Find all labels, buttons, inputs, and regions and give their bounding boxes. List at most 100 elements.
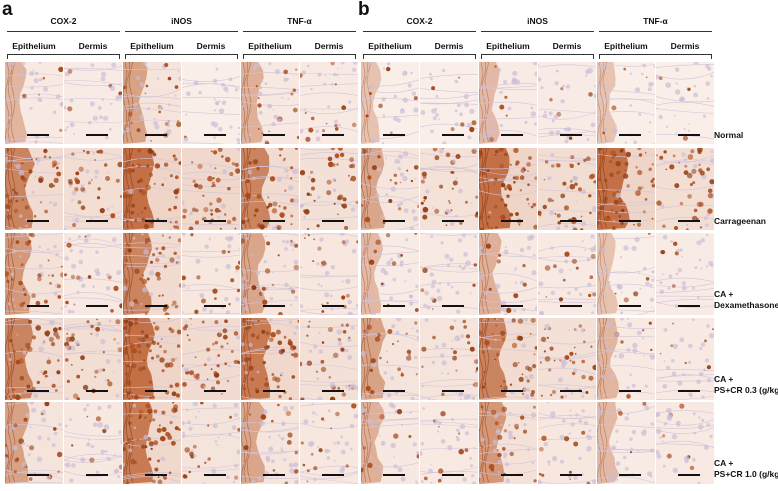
scale-bar bbox=[145, 134, 167, 136]
row-label-line: Carrageenan bbox=[714, 216, 766, 226]
micrograph-image bbox=[64, 233, 122, 315]
scale-bar bbox=[263, 390, 285, 392]
marker-underline bbox=[363, 31, 476, 33]
micrograph-image bbox=[5, 148, 63, 230]
scale-bar bbox=[383, 390, 405, 392]
micrograph-image bbox=[597, 62, 655, 144]
micrograph-tile bbox=[241, 62, 299, 144]
row-label: Normal bbox=[714, 130, 743, 141]
scale-bar bbox=[383, 305, 405, 307]
micrograph-image bbox=[656, 233, 714, 315]
micrograph-tile bbox=[241, 402, 299, 484]
micrograph-image bbox=[656, 148, 714, 230]
scale-bar bbox=[501, 474, 523, 476]
micrograph-tile bbox=[64, 318, 122, 400]
micrograph-image bbox=[538, 233, 596, 315]
micrograph-tile bbox=[182, 402, 240, 484]
micrograph-image bbox=[479, 62, 537, 144]
row-label-line: Dexamethasone bbox=[714, 300, 778, 310]
micrograph-image bbox=[123, 318, 181, 400]
micrograph-tile bbox=[597, 62, 655, 144]
scale-bar bbox=[619, 220, 641, 222]
scale-bar bbox=[560, 305, 582, 307]
scale-bar bbox=[442, 390, 464, 392]
micrograph-tile bbox=[361, 62, 419, 144]
scale-bar bbox=[86, 220, 108, 222]
micrograph-image bbox=[300, 62, 358, 144]
micrograph-tile bbox=[538, 318, 596, 400]
micrograph-tile bbox=[361, 402, 419, 484]
scale-bar bbox=[619, 305, 641, 307]
micrograph-image bbox=[479, 318, 537, 400]
marker-header: COX-2 bbox=[406, 16, 433, 26]
row-label-line: CA + bbox=[714, 289, 734, 299]
micrograph-tile bbox=[656, 318, 714, 400]
scale-bar bbox=[501, 305, 523, 307]
scale-bar bbox=[263, 474, 285, 476]
row-label: Carrageenan bbox=[714, 216, 766, 227]
micrograph-image bbox=[361, 402, 419, 484]
micrograph-image bbox=[597, 233, 655, 315]
micrograph-tile bbox=[64, 233, 122, 315]
scale-bar bbox=[678, 305, 700, 307]
subcolumn-underline bbox=[125, 54, 238, 56]
subcolumn-header: Epithelium bbox=[12, 41, 56, 51]
micrograph-image bbox=[182, 233, 240, 315]
micrograph-image bbox=[123, 148, 181, 230]
marker-header: TNF-α bbox=[287, 16, 312, 26]
row-label-line: Normal bbox=[714, 130, 744, 140]
scale-bar bbox=[383, 474, 405, 476]
scale-bar bbox=[27, 305, 49, 307]
micrograph-image bbox=[538, 402, 596, 484]
scale-bar bbox=[27, 474, 49, 476]
scale-bar bbox=[263, 220, 285, 222]
scale-bar bbox=[145, 305, 167, 307]
scale-bar bbox=[86, 134, 108, 136]
micrograph-tile bbox=[597, 402, 655, 484]
micrograph-image bbox=[300, 148, 358, 230]
scale-bar bbox=[204, 305, 226, 307]
micrograph-tile bbox=[479, 62, 537, 144]
micrograph-image bbox=[123, 402, 181, 484]
micrograph-image bbox=[538, 148, 596, 230]
micrograph-image bbox=[241, 318, 299, 400]
micrograph-image bbox=[5, 62, 63, 144]
micrograph-image bbox=[241, 402, 299, 484]
micrograph-image bbox=[420, 148, 478, 230]
scale-bar bbox=[263, 134, 285, 136]
micrograph-image bbox=[420, 233, 478, 315]
marker-underline bbox=[7, 31, 120, 33]
micrograph-image bbox=[597, 402, 655, 484]
subcolumn-underline bbox=[243, 54, 356, 56]
micrograph-tile bbox=[5, 402, 63, 484]
row-label-line: CA + bbox=[714, 374, 734, 384]
rule-tick bbox=[119, 54, 121, 59]
micrograph-image bbox=[361, 318, 419, 400]
micrograph-tile bbox=[656, 62, 714, 144]
micrograph-image bbox=[182, 402, 240, 484]
micrograph-tile bbox=[538, 233, 596, 315]
scale-bar bbox=[322, 390, 344, 392]
micrograph-tile bbox=[300, 148, 358, 230]
scale-bar bbox=[263, 305, 285, 307]
micrograph-tile bbox=[123, 402, 181, 484]
scale-bar bbox=[442, 474, 464, 476]
micrograph-tile bbox=[300, 233, 358, 315]
micrograph-tile bbox=[656, 402, 714, 484]
subcolumn-header: Epithelium bbox=[368, 41, 412, 51]
rule-tick bbox=[125, 54, 127, 59]
micrograph-image bbox=[64, 318, 122, 400]
micrograph-tile bbox=[241, 233, 299, 315]
scale-bar bbox=[86, 305, 108, 307]
micrograph-image bbox=[241, 62, 299, 144]
scale-bar bbox=[501, 220, 523, 222]
scale-bar bbox=[204, 134, 226, 136]
micrograph-tile bbox=[420, 148, 478, 230]
rule-tick bbox=[475, 54, 477, 59]
micrograph-image bbox=[64, 62, 122, 144]
micrograph-tile bbox=[538, 62, 596, 144]
scale-bar bbox=[678, 134, 700, 136]
micrograph-tile bbox=[479, 318, 537, 400]
subcolumn-header: Dermis bbox=[78, 41, 108, 51]
